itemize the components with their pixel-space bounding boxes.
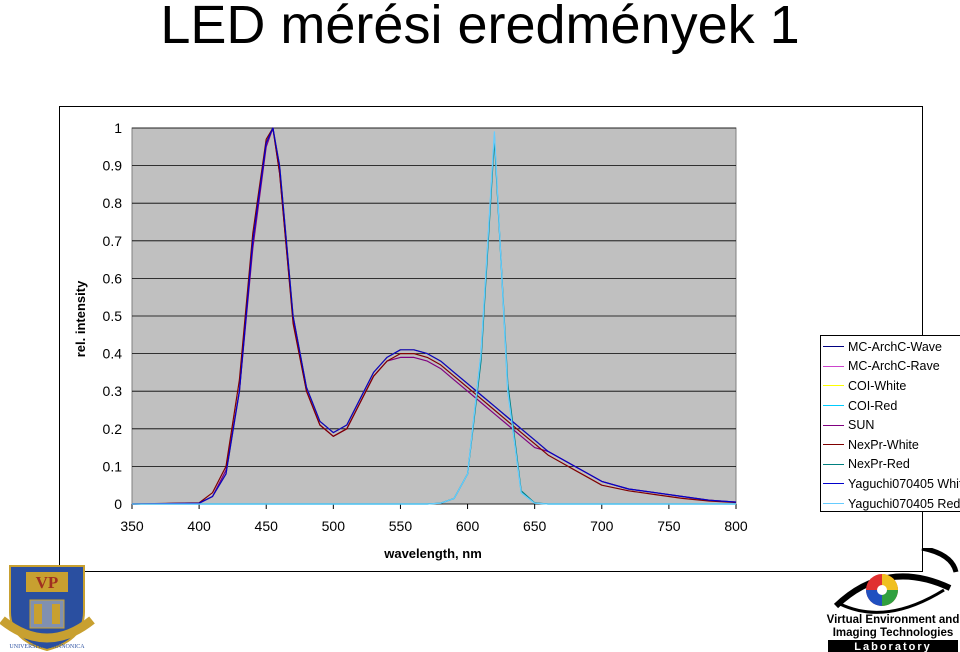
university-motto: UNIVERSITAS PANNONICA [9, 644, 85, 650]
legend-item: COI-White [823, 376, 960, 396]
legend-swatch [823, 346, 844, 348]
legend-item: MC-ArchC-Wave [823, 337, 960, 357]
x-tick-label: 550 [389, 518, 413, 534]
y-axis-label: rel. intensity [73, 280, 88, 357]
x-tick-label: 400 [187, 518, 211, 534]
series-line-yaguchi070405-white [131, 127, 737, 505]
lab-name-line3: Laboratory [854, 641, 931, 652]
legend-item: NexPr-White [823, 435, 960, 455]
y-tick-label: 0.2 [103, 421, 123, 437]
legend-label: NexPr-Red [848, 457, 910, 472]
x-tick-label: 800 [724, 518, 748, 534]
legend-item: COI-Red [823, 396, 960, 416]
y-tick-label: 0.5 [103, 308, 123, 324]
x-tick-label: 350 [120, 518, 144, 534]
x-tick-label: 650 [523, 518, 547, 534]
x-tick-label: 700 [590, 518, 614, 534]
y-tick-label: 0.7 [103, 233, 123, 249]
legend-item: Yaguchi070405 White [823, 474, 960, 494]
legend-item: MC-ArchC-Rave [823, 357, 960, 377]
legend-swatch [823, 405, 844, 407]
legend-swatch [823, 483, 844, 485]
tick-labels: 0 0.1 0.2 0.3 0.4 0.5 0.6 0.7 0.8 0.9 1 350 400 450 50… [103, 120, 748, 534]
x-tick-label: 500 [322, 518, 346, 534]
x-tick-label: 750 [657, 518, 681, 534]
chart-legend: MC-ArchC-Wave MC-ArchC-Rave COI-White COI-R… [820, 335, 960, 512]
series-line-yaguchi070405-red [132, 131, 736, 505]
lab-logo: Virtual Environment and Imaging Technolo… [827, 548, 960, 652]
lab-name-line2: Imaging Technologies [833, 627, 954, 639]
legend-item: SUN [823, 415, 960, 435]
y-tick-label: 0 [114, 496, 122, 512]
legend-swatch [823, 424, 844, 426]
university-logo: VP UNIVERSITAS PANNONICA [0, 565, 95, 652]
legend-label: SUN [848, 418, 875, 433]
y-tick-label: 0.9 [103, 158, 123, 174]
legend-label: Yaguchi070405 White [848, 476, 960, 491]
x-tick-label: 600 [456, 518, 480, 534]
legend-label: COI-White [848, 378, 907, 393]
university-monogram: VP [36, 573, 59, 592]
y-tick-label: 0.6 [103, 270, 123, 286]
legend-swatch [823, 463, 844, 465]
legend-swatch [823, 444, 844, 446]
legend-label: MC-ArchC-Wave [848, 339, 942, 354]
legend-swatch [823, 503, 844, 505]
x-axis-label: wavelength, nm [383, 546, 482, 561]
legend-label: Yaguchi070405 Red [848, 496, 960, 511]
series-layer [131, 127, 737, 505]
y-tick-label: 0.3 [103, 383, 123, 399]
legend-swatch [823, 385, 844, 387]
legend-item: Yaguchi070405 Red [823, 494, 960, 514]
y-tick-label: 0.4 [103, 346, 123, 362]
legend-item: NexPr-Red [823, 455, 960, 475]
chart-frame: 0 0.1 0.2 0.3 0.4 0.5 0.6 0.7 0.8 0.9 1 350 400 450 50… [59, 106, 960, 572]
x-tick-label: 450 [255, 518, 279, 534]
legend-label: NexPr-White [848, 437, 919, 452]
y-tick-label: 0.8 [103, 195, 123, 211]
chart-svg: 0 0.1 0.2 0.3 0.4 0.5 0.6 0.7 0.8 0.9 1 350 400 450 50… [73, 120, 748, 561]
y-tick-label: 1 [114, 120, 122, 136]
lab-name-line1: Virtual Environment and [827, 614, 960, 626]
y-tick-label: 0.1 [103, 458, 123, 474]
legend-swatch [823, 365, 844, 367]
legend-label: MC-ArchC-Rave [848, 359, 940, 374]
slide-title: LED mérési eredmények 1 [160, 0, 800, 55]
legend-label: COI-Red [848, 398, 898, 413]
series-line-nexpr-white [131, 127, 737, 505]
